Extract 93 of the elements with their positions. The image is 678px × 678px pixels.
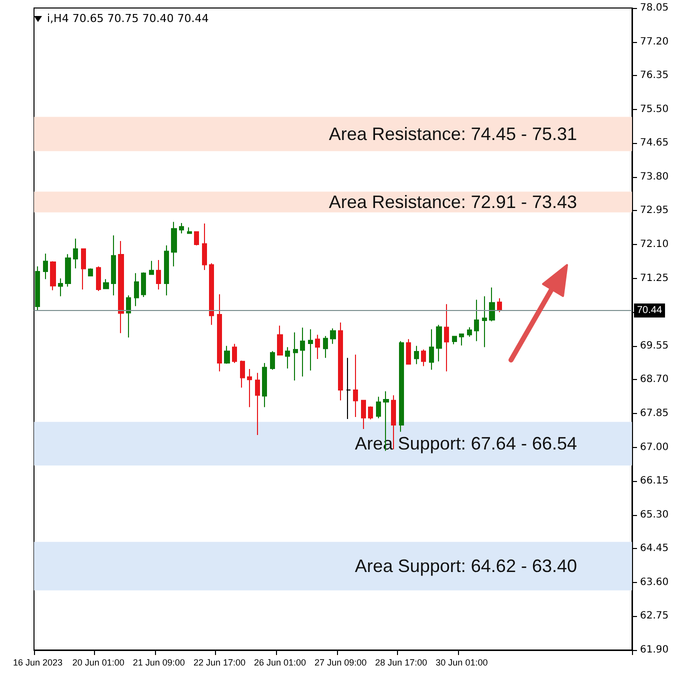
y-tick-label: 72.10 <box>640 239 669 250</box>
candlestick <box>474 299 479 342</box>
candlestick <box>50 260 56 291</box>
candlestick <box>429 328 434 370</box>
candlestick <box>444 304 449 372</box>
candlestick <box>88 268 93 276</box>
candlestick <box>315 334 320 360</box>
y-tick-label: 69.55 <box>640 340 669 352</box>
candlestick <box>73 238 78 269</box>
y-tick-label: 77.20 <box>640 36 669 48</box>
candlestick <box>368 406 373 420</box>
candlestick <box>187 226 192 234</box>
candlestick <box>58 278 63 297</box>
candlestick <box>65 254 71 288</box>
candlestick <box>338 322 343 401</box>
candlestick <box>293 332 298 381</box>
candlestick <box>126 294 131 338</box>
candlestick <box>414 345 419 365</box>
band-label: Area Resistance: 74.45 - 75.31 <box>328 124 577 144</box>
y-tick-label: 62.75 <box>640 610 669 622</box>
candlestick <box>141 272 146 298</box>
candlestick <box>459 333 464 346</box>
candlestick <box>452 335 457 345</box>
x-tick-label: 20 Jun 01:00 <box>72 658 124 668</box>
y-tick-label: 74.65 <box>640 138 669 149</box>
candlestick <box>300 327 305 378</box>
x-tick-label: 16 Jun 2023 <box>13 658 63 668</box>
candlestick <box>497 298 502 313</box>
candlestick <box>171 221 177 267</box>
y-tick-label: 78.05 <box>640 2 669 14</box>
y-tick-label: 76.35 <box>640 70 669 82</box>
candlestick <box>308 328 313 372</box>
y-tick-label: 67.85 <box>640 408 669 419</box>
candlestick <box>209 262 214 326</box>
candlestick <box>179 222 184 234</box>
x-tick-label: 21 Jun 09:00 <box>132 658 185 668</box>
x-tick-label: 27 Jun 09:00 <box>314 658 367 668</box>
candlestick <box>255 372 260 436</box>
y-tick-label: 61.90 <box>640 644 669 656</box>
y-tick-label: 64.45 <box>640 543 669 554</box>
y-tick-label: 65.30 <box>640 509 669 520</box>
candlestick <box>232 343 237 364</box>
candlestick <box>270 350 275 370</box>
candlestick <box>240 360 245 388</box>
candlestick <box>217 294 222 372</box>
y-tick-label: 66.15 <box>640 476 669 487</box>
y-tick-label: 63.60 <box>640 576 669 588</box>
candlestick <box>323 335 328 358</box>
candlestick <box>361 400 366 430</box>
y-tick-label: 67.00 <box>640 442 669 453</box>
candlestick <box>247 368 252 408</box>
candlestick <box>81 248 86 290</box>
candlestick <box>436 324 442 362</box>
candlestick <box>467 326 472 338</box>
candlestick <box>482 296 487 348</box>
candlestick <box>262 362 267 408</box>
x-tick-label: 28 Jun 17:00 <box>375 658 428 668</box>
candlestick <box>224 345 230 364</box>
x-tick-label: 30 Jun 01:00 <box>436 658 488 668</box>
candlestick <box>376 396 381 419</box>
candlestick <box>391 394 396 450</box>
candlestick <box>406 338 411 366</box>
x-tick-label: 22 Jun 17:00 <box>193 658 246 668</box>
candlestick <box>35 266 40 311</box>
candlestick <box>43 253 48 280</box>
candlestick <box>103 278 109 290</box>
candlestick <box>118 240 124 334</box>
candlestick <box>111 234 116 296</box>
candlestick <box>353 354 358 418</box>
candlestick <box>134 272 139 307</box>
x-tick-label: 26 Jun 01:00 <box>254 658 306 668</box>
annotation: i,H4 70.65 70.75 70.40 70.44 <box>47 12 209 25</box>
y-tick-label: 68.70 <box>640 374 669 386</box>
candlestick <box>149 260 154 276</box>
y-tick-label: 71.25 <box>640 272 669 284</box>
candlestick <box>285 346 290 370</box>
y-tick-label: 75.50 <box>640 104 669 115</box>
y-tick-label: 72.95 <box>640 205 669 216</box>
band-label: Area Resistance: 72.91 - 73.43 <box>328 192 577 212</box>
candlestick <box>330 328 336 344</box>
candlestick <box>277 325 283 356</box>
candlestick <box>489 286 495 322</box>
ref-line-label: 70.44 <box>637 305 662 316</box>
candlestick <box>346 357 351 420</box>
candlestick <box>164 244 169 296</box>
candlestick <box>194 231 199 246</box>
candlestick <box>156 260 161 290</box>
candlestick <box>421 348 426 367</box>
band-label: Area Support: 64.62 - 63.40 <box>354 556 577 576</box>
candlestick <box>96 266 101 292</box>
candlestick <box>202 222 207 270</box>
y-tick-label: 73.80 <box>640 171 669 182</box>
candlestick <box>399 340 404 432</box>
